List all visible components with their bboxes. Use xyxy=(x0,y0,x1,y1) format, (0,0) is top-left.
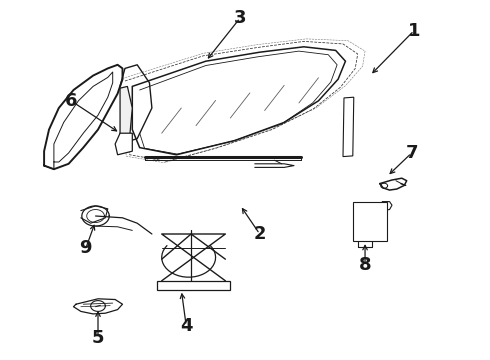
Text: 4: 4 xyxy=(180,317,193,335)
Polygon shape xyxy=(353,202,387,241)
Text: 6: 6 xyxy=(65,92,77,110)
Text: 8: 8 xyxy=(359,256,371,274)
Polygon shape xyxy=(343,97,354,157)
Text: 5: 5 xyxy=(92,329,104,347)
Text: 2: 2 xyxy=(253,225,266,243)
Text: 1: 1 xyxy=(408,22,420,40)
Polygon shape xyxy=(157,281,230,290)
Polygon shape xyxy=(132,47,345,155)
Text: 9: 9 xyxy=(79,239,92,257)
Polygon shape xyxy=(120,86,132,137)
Polygon shape xyxy=(115,133,132,155)
Text: 3: 3 xyxy=(234,9,246,27)
Text: 7: 7 xyxy=(405,144,418,162)
